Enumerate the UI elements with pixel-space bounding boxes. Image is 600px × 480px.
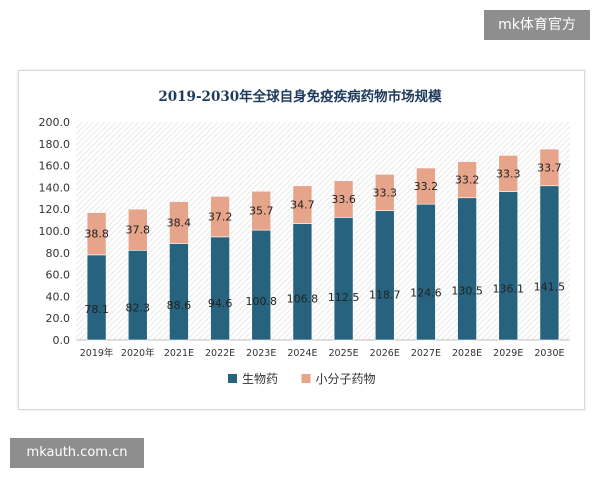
y-axis: 0.0 20.0 40.0 60.0 80.0 100.0 120.0 140.0 160.0 1…	[39, 116, 71, 347]
x-axis: 2019年 2020年 2021E 2022E 2023E 2024E 2025E 2026E…	[76, 339, 570, 359]
y-tick-label: 180.0	[39, 138, 71, 151]
y-tick-label: 20.0	[46, 312, 71, 325]
bar-segment-biologics	[169, 243, 189, 341]
y-tick-label: 140.0	[39, 181, 71, 194]
data-labels: 78.1 38.8 82.3 37.8 88.6 38.4 94.6 37.2 100.8 35.…	[84, 161, 565, 315]
x-tick-label: 2024E	[287, 348, 317, 359]
x-tick-label: 2026E	[370, 348, 400, 359]
data-label: 94.6	[208, 297, 233, 310]
data-label: 33.2	[455, 174, 480, 187]
x-tick-label: 2025E	[328, 348, 358, 359]
legend-label: 小分子药物	[316, 372, 376, 386]
bar-segment-biologics	[374, 210, 395, 341]
data-label: 33.6	[331, 193, 356, 206]
data-label: 33.3	[496, 168, 521, 181]
bar-segment-small-molecule	[498, 155, 519, 192]
bars	[86, 148, 560, 341]
bar-segment-small-molecule	[374, 174, 395, 211]
data-label: 33.7	[537, 161, 562, 174]
legend-swatch	[228, 374, 237, 383]
data-label: 100.8	[246, 295, 278, 308]
bar-segment-biologics	[333, 217, 354, 341]
data-label: 37.2	[208, 211, 233, 224]
data-label: 38.4	[167, 216, 192, 229]
data-label: 38.8	[84, 228, 109, 241]
legend: 生物药 小分子药物	[228, 372, 376, 386]
y-tick-label: 100.0	[39, 225, 71, 238]
bar-segment-small-molecule	[292, 185, 313, 224]
data-label: 33.3	[373, 186, 398, 199]
data-label: 118.7	[369, 289, 401, 302]
bar-segment-biologics	[251, 229, 272, 341]
data-label: 106.8	[287, 293, 319, 306]
bar-segment-small-molecule	[169, 201, 189, 244]
legend-label: 生物药	[242, 372, 278, 386]
y-tick-label: 120.0	[39, 203, 71, 216]
data-label: 82.3	[126, 301, 151, 314]
bar-segment-small-molecule	[127, 208, 148, 251]
bar-segment-small-molecule	[539, 148, 560, 187]
data-label: 37.8	[126, 224, 151, 237]
bar-segment-small-molecule	[416, 167, 436, 205]
plot-background	[76, 122, 570, 340]
y-tick-label: 200.0	[39, 116, 71, 129]
x-tick-label: 2021E	[164, 348, 194, 359]
y-tick-label: 0.0	[53, 334, 71, 347]
data-label: 141.5	[534, 281, 566, 294]
data-label: 88.6	[167, 299, 192, 312]
data-label: 33.2	[414, 180, 439, 193]
bar-segment-small-molecule	[210, 196, 230, 238]
bar-segment-biologics	[498, 191, 519, 341]
data-label: 35.7	[249, 205, 274, 218]
bar-segment-biologics	[127, 249, 148, 341]
bar-segment-biologics	[210, 236, 230, 341]
x-tick-label: 2019年	[80, 347, 114, 359]
watermark-bottom: mkauth.com.cn	[10, 438, 144, 468]
x-tick-label: 2023E	[246, 348, 276, 359]
bar-segment-biologics	[539, 185, 560, 341]
y-tick-label: 80.0	[46, 247, 71, 260]
bar-segment-biologics	[292, 223, 313, 341]
watermark-top: mk体育官方	[484, 10, 590, 40]
bar-segment-biologics	[457, 197, 477, 341]
bar-segment-small-molecule	[333, 180, 354, 218]
bar-segment-small-molecule	[457, 161, 477, 199]
bar-segment-small-molecule	[86, 212, 107, 256]
data-label: 34.7	[290, 199, 315, 212]
x-tick-label: 2022E	[205, 348, 235, 359]
x-tick-label: 2029E	[493, 348, 523, 359]
legend-swatch	[301, 374, 311, 383]
x-tick-label: 2030E	[534, 348, 564, 359]
data-label: 112.5	[328, 291, 360, 304]
bar-segment-small-molecule	[251, 190, 272, 231]
x-tick-label: 2027E	[411, 348, 441, 359]
x-tick-label: 2020年	[121, 347, 155, 359]
data-label: 78.1	[84, 303, 109, 316]
bar-segment-biologics	[86, 254, 107, 341]
data-label: 124.6	[410, 287, 442, 300]
bar-segment-biologics	[416, 203, 436, 341]
y-tick-label: 40.0	[46, 290, 71, 303]
y-tick-label: 60.0	[46, 269, 71, 282]
y-tick-label: 160.0	[39, 160, 71, 173]
x-tick-label: 2028E	[452, 348, 482, 359]
data-label: 130.5	[451, 284, 483, 297]
data-label: 136.1	[493, 283, 525, 296]
chart-title: 2019-2030年全球自身免疫疾病药物市场规模	[158, 88, 442, 105]
